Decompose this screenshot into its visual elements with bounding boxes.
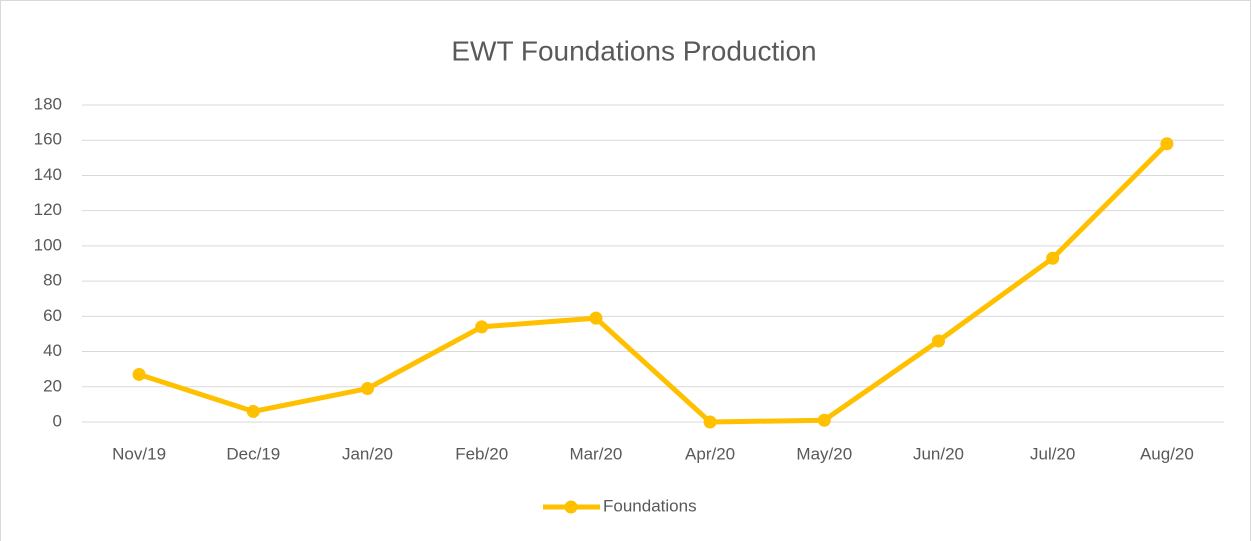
y-tick-label: 20 — [43, 376, 62, 395]
legend-label: Foundations — [603, 496, 697, 515]
marker — [1160, 137, 1174, 151]
x-tick-label: May/20 — [796, 444, 852, 463]
marker — [817, 413, 831, 427]
y-tick-label: 120 — [34, 200, 62, 219]
x-tick-label: Jun/20 — [913, 444, 964, 463]
y-tick-label: 160 — [34, 130, 62, 149]
x-tick-label: Mar/20 — [569, 444, 622, 463]
marker — [932, 334, 945, 348]
x-tick-label: Nov/19 — [112, 444, 166, 463]
marker — [589, 311, 603, 325]
x-tick-label: Jan/20 — [342, 444, 393, 463]
line — [138, 141, 1169, 425]
x-tick-label: Dec/19 — [226, 444, 280, 463]
y-tick-label: 80 — [43, 271, 62, 290]
y-tick-label: 40 — [43, 341, 62, 360]
x-tick-label: Aug/20 — [1140, 444, 1194, 463]
y-tick-label: 140 — [34, 165, 62, 184]
marker — [246, 404, 260, 418]
marker — [475, 320, 489, 334]
y-tick-label: 0 — [53, 411, 62, 430]
x-tick-label: Apr/20 — [685, 444, 735, 463]
legend-marker — [564, 500, 578, 514]
y-tick-label: 100 — [34, 235, 62, 254]
x-tick-label: Jul/20 — [1030, 444, 1075, 463]
y-tick-label: 180 — [34, 94, 62, 113]
marker — [132, 367, 146, 381]
x-tick-label: Feb/20 — [455, 444, 508, 463]
marker — [1046, 251, 1060, 265]
y-tick-label: 60 — [43, 306, 62, 325]
marker — [361, 382, 374, 396]
marker — [703, 415, 717, 429]
chart-title: EWT Foundations Production — [451, 35, 816, 66]
